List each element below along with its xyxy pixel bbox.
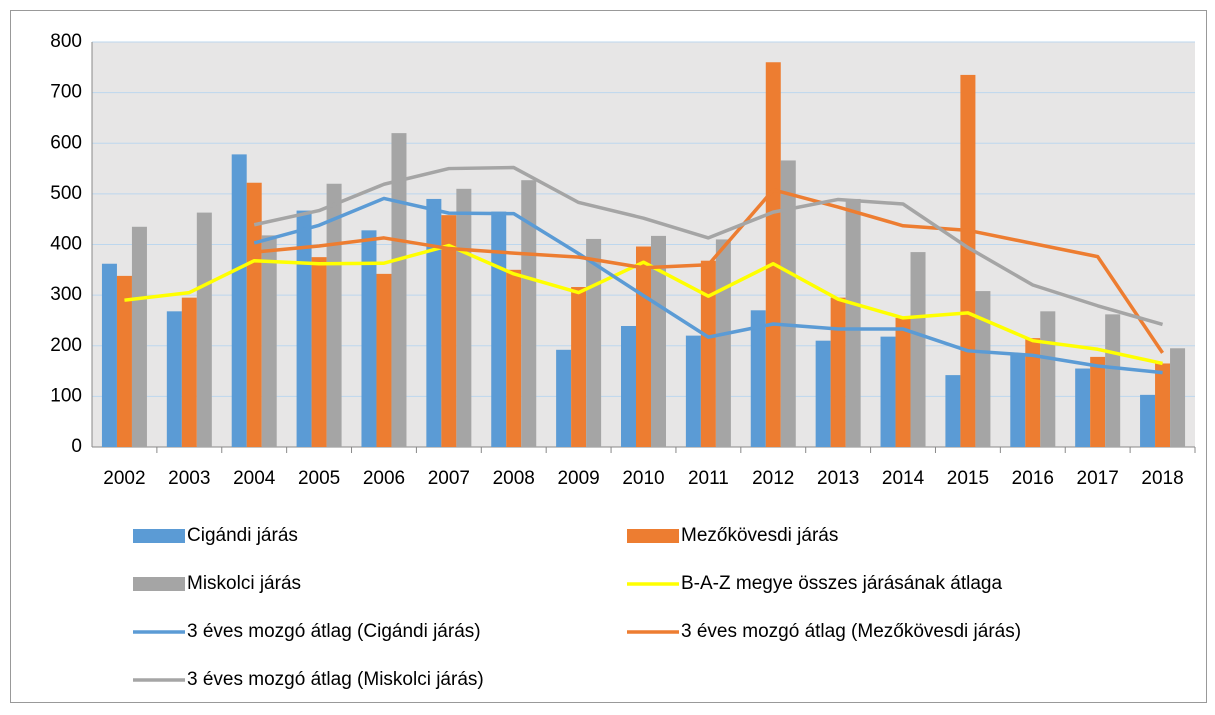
bar bbox=[181, 297, 197, 447]
bar bbox=[750, 310, 766, 447]
bar bbox=[426, 198, 442, 447]
x-tick-label: 2007 bbox=[428, 468, 470, 489]
legend-label: 3 éves mozgó átlag (Mezőkövesdi járás) bbox=[681, 621, 1021, 642]
x-tick-label: 2002 bbox=[103, 468, 145, 489]
bar bbox=[1040, 311, 1056, 447]
bar bbox=[845, 198, 861, 447]
legend-label: B-A-Z megye összes járásának átlaga bbox=[681, 573, 1002, 594]
y-tick-label: 300 bbox=[50, 284, 82, 305]
y-tick-label: 600 bbox=[50, 132, 82, 153]
bar bbox=[391, 133, 407, 447]
x-tick-label: 2010 bbox=[622, 468, 664, 489]
legend-swatch bbox=[133, 577, 185, 591]
bar bbox=[196, 212, 212, 447]
bar bbox=[586, 238, 602, 447]
bar bbox=[685, 335, 701, 447]
bar bbox=[715, 239, 731, 447]
y-tick-label: 100 bbox=[50, 385, 82, 406]
bar bbox=[895, 317, 911, 447]
bar bbox=[1170, 348, 1186, 447]
bar bbox=[975, 291, 991, 447]
line bbox=[253, 196, 1163, 375]
x-tick-label: 2005 bbox=[298, 468, 340, 489]
bar bbox=[1075, 368, 1091, 447]
bar bbox=[621, 326, 636, 447]
bar bbox=[960, 74, 976, 447]
x-tick-label: 2016 bbox=[1012, 468, 1054, 489]
legend-label: Miskolci járás bbox=[187, 573, 301, 594]
bar bbox=[1140, 394, 1156, 447]
y-tick-label: 800 bbox=[50, 31, 82, 52]
bar bbox=[571, 287, 587, 447]
x-tick-label: 2011 bbox=[688, 468, 729, 489]
bar bbox=[1025, 338, 1041, 447]
bar bbox=[521, 180, 537, 448]
bar bbox=[945, 375, 961, 447]
y-tick-label: 700 bbox=[50, 82, 82, 103]
y-tick-label: 500 bbox=[50, 183, 82, 204]
bar bbox=[361, 230, 377, 447]
x-tick-label: 2015 bbox=[947, 468, 989, 489]
bar bbox=[441, 215, 457, 447]
bar bbox=[261, 235, 277, 447]
bar bbox=[830, 297, 846, 447]
bar bbox=[1155, 363, 1171, 447]
bar bbox=[326, 183, 342, 447]
bar bbox=[700, 260, 716, 447]
legend-label: Cigándi járás bbox=[187, 525, 298, 546]
x-tick-label: 2017 bbox=[1077, 468, 1119, 489]
x-tick-label: 2006 bbox=[363, 468, 405, 489]
legend-label: 3 éves mozgó átlag (Miskolci járás) bbox=[187, 669, 484, 690]
bar bbox=[556, 349, 572, 447]
y-tick-label: 200 bbox=[50, 335, 82, 356]
bar bbox=[376, 273, 392, 447]
x-tick-label: 2012 bbox=[752, 468, 794, 489]
bar bbox=[246, 182, 262, 448]
bar bbox=[231, 154, 247, 447]
x-tick-label: 2009 bbox=[557, 468, 599, 489]
legend-label: Mezőkövesdi járás bbox=[681, 525, 838, 546]
bar bbox=[880, 336, 896, 447]
bar bbox=[780, 160, 796, 447]
line bbox=[124, 243, 1163, 366]
bar bbox=[910, 252, 926, 447]
bar bbox=[1090, 356, 1106, 447]
line bbox=[253, 165, 1164, 327]
x-tick-label: 2004 bbox=[233, 468, 276, 489]
bar bbox=[296, 210, 312, 447]
x-tick-label: 2003 bbox=[168, 468, 210, 489]
bar bbox=[311, 257, 327, 447]
legend-label: 3 éves mozgó átlag (Cigándi járás) bbox=[187, 621, 481, 642]
bar bbox=[1105, 314, 1121, 447]
bar bbox=[491, 211, 507, 447]
bar bbox=[636, 246, 651, 447]
bar bbox=[1010, 354, 1026, 447]
x-tick-label: 2018 bbox=[1141, 468, 1183, 489]
bar bbox=[815, 340, 831, 447]
bar bbox=[456, 188, 472, 447]
bar bbox=[101, 263, 117, 447]
y-tick-label: 400 bbox=[50, 234, 82, 255]
legend-swatch bbox=[133, 529, 185, 543]
bar bbox=[765, 62, 781, 447]
bar bbox=[116, 275, 132, 447]
x-tick-label: 2013 bbox=[817, 468, 859, 489]
legend-swatch bbox=[627, 529, 679, 543]
bar bbox=[131, 226, 147, 447]
bar bbox=[166, 311, 182, 447]
bar bbox=[506, 269, 522, 447]
y-tick-label: 0 bbox=[71, 436, 82, 457]
bar bbox=[651, 235, 666, 447]
x-tick-label: 2008 bbox=[493, 468, 535, 489]
line bbox=[254, 188, 1165, 354]
x-tick-label: 2014 bbox=[882, 468, 925, 489]
